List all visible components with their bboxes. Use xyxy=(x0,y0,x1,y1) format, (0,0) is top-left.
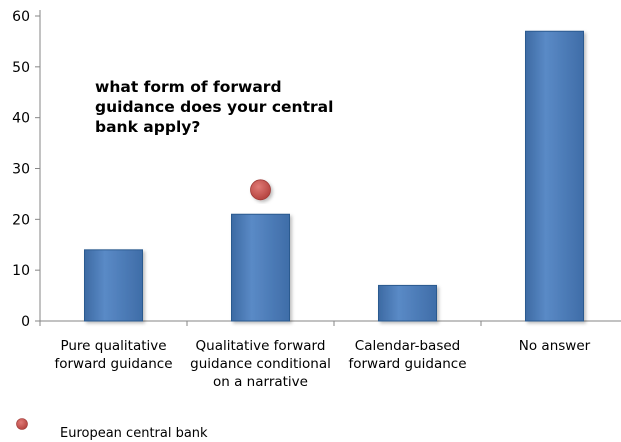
x-category-label-line: No answer xyxy=(519,338,591,354)
y-tick-label: 0 xyxy=(21,314,30,330)
bar xyxy=(84,249,143,322)
bars xyxy=(84,30,584,322)
y-tick-label: 40 xyxy=(12,111,30,127)
y-tick-label: 30 xyxy=(12,162,30,178)
x-category-label: Calendar-based forward guidance xyxy=(348,338,466,372)
y-axis: 0 10 20 30 40 50 60 xyxy=(12,9,41,330)
bar xyxy=(231,213,290,322)
x-category-label-line: forward guidance xyxy=(54,356,172,372)
legend-marker-icon xyxy=(16,418,28,430)
x-category-label: No answer xyxy=(519,338,591,354)
chart-title-text: what form of forward guidance does your c… xyxy=(95,78,333,136)
x-category-label-line: Pure qualitative xyxy=(60,338,166,354)
chart-title-line: guidance does your central xyxy=(95,98,333,116)
x-category-label-line: on a narrative xyxy=(213,374,308,390)
ecb-marker xyxy=(250,179,271,201)
y-tick-label: 60 xyxy=(12,9,30,25)
marker-group xyxy=(250,179,271,201)
x-axis: Pure qualitative forward guidance Qualitat… xyxy=(39,320,621,390)
x-category-label: Qualitative forward guidance conditional o… xyxy=(190,338,331,390)
chart-title: what form of forward guidance does your c… xyxy=(95,78,333,136)
x-category-label-line: forward guidance xyxy=(348,356,466,372)
chart-title-line: what form of forward xyxy=(95,78,282,96)
y-tick-label: 50 xyxy=(12,60,30,76)
x-category-label-line: Calendar-based xyxy=(355,338,460,354)
bar xyxy=(525,30,584,322)
y-tick-label: 10 xyxy=(12,263,30,279)
legend: European central bank xyxy=(16,418,208,441)
x-category-label: Pure qualitative forward guidance xyxy=(54,338,172,372)
chart-title-line: bank apply? xyxy=(95,118,200,136)
x-category-label-line: guidance conditional xyxy=(190,356,331,372)
legend-label: European central bank xyxy=(60,426,208,441)
x-category-label-line: Qualitative forward xyxy=(196,338,326,354)
y-tick-label: 20 xyxy=(12,212,30,228)
bar xyxy=(378,284,437,322)
